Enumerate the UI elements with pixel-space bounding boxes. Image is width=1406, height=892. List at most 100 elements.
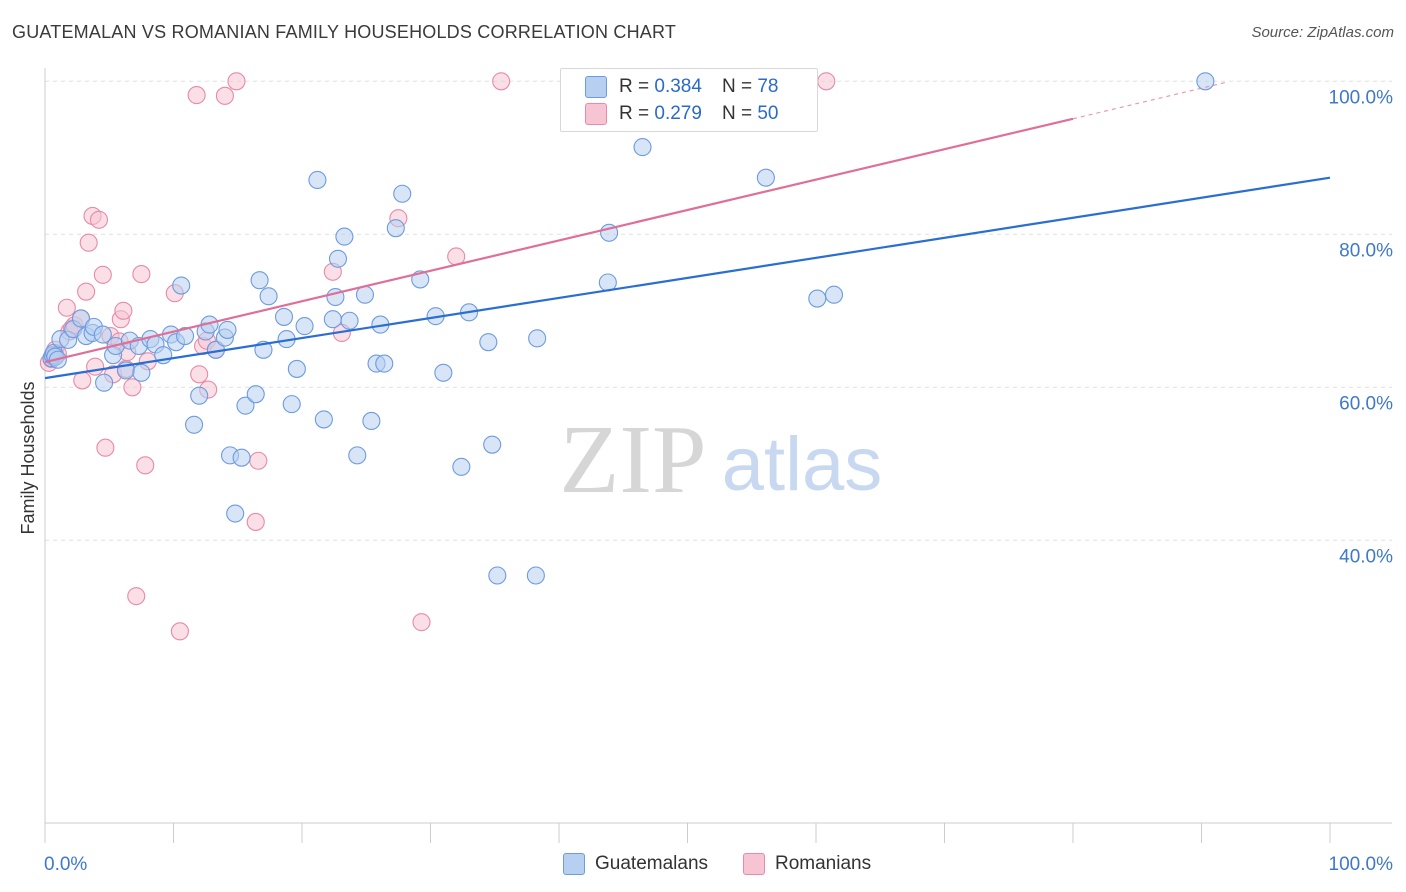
romanian-trend-extension: [1072, 81, 1228, 120]
romanians-label: Romanians: [775, 853, 872, 874]
legend-item-guatemalans[interactable]: Guatemalans: [563, 852, 708, 876]
romanian-point: [77, 282, 96, 301]
guatemalan-point: [246, 385, 265, 404]
guatemalan-point: [172, 276, 191, 295]
correlation-legend: R = 0.384 N = 78 R = 0.279 N = 50: [560, 68, 818, 132]
legend-row-guatemalan: R = 0.384 N = 78: [585, 74, 778, 100]
guatemalan-point: [483, 435, 502, 454]
romanian-point: [114, 301, 133, 320]
guatemalan-point: [756, 168, 775, 187]
romanian-point: [89, 210, 109, 229]
guatemalan-point: [362, 411, 381, 431]
guatemalans-label: Guatemalans: [595, 853, 709, 874]
romanian-point: [170, 622, 189, 641]
romanian-point: [73, 371, 92, 390]
romanian-point: [187, 86, 206, 105]
guatemalan-point: [386, 219, 405, 238]
guatemalan-point: [340, 311, 359, 330]
n-label: N =: [721, 103, 753, 124]
romanian-point: [246, 512, 265, 531]
guatemalan-point: [633, 138, 652, 157]
romanian-swatch: [585, 103, 607, 125]
guatemalan-point: [479, 333, 498, 352]
guatemalan-point: [348, 446, 367, 465]
guatemalan-n-value: 78: [757, 76, 779, 97]
y-tick-label: 40.0%: [1339, 546, 1393, 567]
legend-item-romanians[interactable]: Romanians: [743, 852, 871, 876]
tick-labels: 40.0% 60.0% 80.0% 100.0% 0.0% 100.0%: [44, 87, 1393, 875]
guatemalan-point: [335, 227, 354, 246]
trend-lines: [44, 81, 1331, 380]
guatemalan-point: [71, 309, 91, 328]
guatemalan-point: [314, 410, 333, 429]
x-tick-label: 100.0%: [1329, 854, 1394, 875]
guatemalan-point: [259, 287, 278, 306]
y-tick-label: 60.0%: [1339, 393, 1393, 414]
axes: [44, 68, 1392, 843]
guatemalan-point: [190, 386, 209, 405]
guatemalan-points: [42, 72, 1215, 585]
guatemalan-point: [1196, 72, 1215, 91]
guatemalan-point: [824, 285, 844, 304]
guatemalan-point: [295, 317, 314, 336]
guatemalan-point: [375, 354, 394, 373]
watermark-atlas: atlas: [722, 422, 883, 507]
guatemalan-point: [176, 326, 195, 346]
guatemalan-point: [328, 249, 348, 268]
romanian-point: [412, 613, 431, 632]
x-tick-label: 0.0%: [44, 854, 87, 875]
watermark-zip: ZIP: [560, 406, 707, 514]
chart-title: GUATEMALAN VS ROMANIAN FAMILY HOUSEHOLDS…: [12, 22, 677, 42]
romanians-swatch: [743, 853, 765, 875]
romanian-point: [249, 451, 268, 470]
romanian-point: [817, 72, 836, 91]
romanian-n-value: 50: [757, 103, 779, 124]
romanian-trend-line: [44, 117, 1074, 364]
guatemalan-point: [526, 566, 545, 585]
guatemalan-point: [308, 170, 327, 190]
guatemalan-point: [250, 271, 269, 290]
guatemalan-point: [274, 307, 294, 326]
romanian-point: [96, 438, 115, 457]
romanian-point: [86, 357, 105, 376]
r-label: R =: [619, 76, 650, 97]
romanian-point: [215, 86, 234, 105]
y-tick-label: 100.0%: [1329, 87, 1394, 108]
guatemalan-point: [434, 363, 453, 382]
guatemalan-point: [488, 566, 507, 585]
romanian-r-value: 0.279: [654, 103, 702, 124]
guatemalan-point: [218, 320, 237, 339]
guatemalan-trend-line: [44, 176, 1331, 380]
romanian-point: [227, 72, 246, 91]
guatemalan-point: [393, 184, 412, 203]
guatemalan-point: [93, 325, 112, 344]
guatemalan-r-value: 0.384: [654, 76, 702, 97]
guatemalan-point: [452, 457, 471, 476]
guatemalan-point: [808, 289, 827, 308]
guatemalan-point: [132, 363, 151, 382]
r-label: R =: [619, 103, 650, 124]
guatemalan-point: [323, 310, 342, 329]
guatemalan-point: [95, 373, 114, 392]
guatemalan-point: [282, 395, 301, 414]
guatemalan-point: [185, 415, 204, 434]
legend-row-romanian: R = 0.279 N = 50: [585, 101, 778, 127]
n-label: N =: [721, 76, 753, 97]
y-axis-label: Family Households: [18, 381, 38, 534]
romanian-point: [123, 378, 142, 397]
guatemalans-swatch: [563, 853, 585, 875]
grid-lines: [45, 80, 1392, 541]
guatemalan-swatch: [585, 76, 607, 98]
y-tick-label: 80.0%: [1339, 240, 1393, 261]
source-credit: Source: ZipAtlas.com: [1251, 24, 1394, 41]
romanian-point: [93, 265, 112, 284]
romanian-point: [127, 587, 146, 606]
guatemalan-point: [287, 359, 306, 378]
romanian-point: [136, 456, 155, 475]
romanian-point: [79, 233, 98, 252]
romanian-point: [492, 72, 511, 91]
guatemalan-point: [236, 396, 255, 415]
romanian-point: [132, 265, 151, 284]
guatemalan-point: [226, 504, 245, 523]
